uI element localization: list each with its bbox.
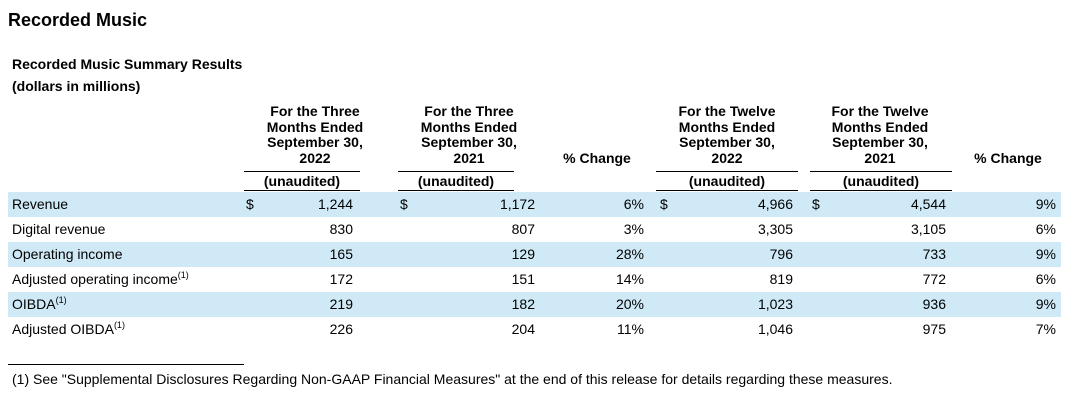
value-cell: 204	[511, 321, 535, 337]
value-cell: 151	[511, 271, 535, 287]
table-row: Revenue $1,244 $1,172 6% $4,966 $4,544 9%	[8, 192, 1061, 217]
column-header: For the Three Months Ended September 30, 20…	[409, 103, 529, 166]
value-cell: 4,544	[910, 196, 946, 212]
column-header: For the Three Months Ended September 30, 20…	[255, 103, 375, 166]
unaudited-label: (unaudited)	[244, 171, 360, 191]
row-label: OIBDA(1)	[12, 292, 67, 317]
table-row: Operating income 165 129 28% 796 733 9%	[8, 242, 1061, 267]
value-cell: 3,305	[757, 221, 793, 237]
column-header-line: September 30,	[267, 134, 363, 150]
footnote-divider	[8, 364, 244, 365]
value-cell: 219	[329, 296, 353, 312]
footnote-marker: (1)	[55, 295, 67, 305]
value-cell: 172	[329, 271, 353, 287]
row-label-text: Operating income	[12, 246, 123, 262]
value-cell: 1,172	[499, 196, 535, 212]
section-title: Recorded Music	[8, 10, 148, 30]
column-header-line: Months Ended	[678, 118, 776, 135]
value-cell: 796	[769, 246, 793, 262]
column-header-line: 2022	[299, 149, 331, 166]
value-cell: 819	[769, 271, 793, 287]
value-cell: 1,023	[757, 296, 793, 312]
value-cell: 9%	[1035, 246, 1056, 262]
value-cell: 936	[922, 296, 946, 312]
value-cell: 975	[922, 321, 946, 337]
row-label-text: Revenue	[12, 196, 69, 212]
column-header: % Change	[547, 149, 647, 167]
table-row: Adjusted OIBDA(1) 226 204 11% 1,046 975 7%	[8, 317, 1061, 342]
value-cell: 1,244	[317, 196, 353, 212]
footnote-marker: (1)	[177, 270, 189, 280]
column-header-line: 2021	[864, 149, 896, 166]
column-header: For the Twelve Months Ended September 30, 2…	[820, 103, 940, 166]
currency-symbol: $	[400, 196, 408, 212]
table-row: Digital revenue 830 807 3% 3,305 3,105 6%	[8, 217, 1061, 242]
column-header-line: For the Twelve	[678, 103, 776, 119]
value-cell: 129	[511, 246, 535, 262]
value-cell: 772	[922, 271, 946, 287]
column-header-line: % Change	[563, 149, 631, 166]
column-header-line: % Change	[974, 149, 1042, 166]
table-title: Recorded Music Summary Results	[12, 56, 243, 72]
units-note: (dollars in millions)	[12, 78, 141, 94]
column-header-line: Months Ended	[831, 118, 929, 135]
table-row: Adjusted operating income(1) 172 151 14% 819…	[8, 267, 1061, 292]
value-cell: 3,105	[910, 221, 946, 237]
column-header: % Change	[958, 149, 1058, 167]
value-cell: 733	[922, 246, 946, 262]
currency-symbol: $	[660, 196, 668, 212]
value-cell: 20%	[615, 296, 644, 312]
row-label-text: Adjusted OIBDA	[12, 321, 114, 337]
row-label: Digital revenue	[12, 217, 105, 242]
value-cell: 4,966	[757, 196, 793, 212]
column-header-line: For the Twelve	[831, 103, 929, 119]
unaudited-label: (unaudited)	[810, 171, 952, 191]
value-cell: 9%	[1035, 196, 1056, 212]
table-row: OIBDA(1) 219 182 20% 1,023 936 9%	[8, 292, 1061, 317]
value-cell: 6%	[1035, 221, 1056, 237]
unaudited-label: (unaudited)	[398, 171, 514, 191]
value-cell: 3%	[623, 221, 644, 237]
column-header-line: 2022	[711, 149, 743, 166]
footnote-marker: (1)	[113, 320, 125, 330]
value-cell: 1,046	[757, 321, 793, 337]
column-header-line: September 30,	[679, 134, 775, 150]
column-header-line: Months Ended	[420, 118, 518, 135]
row-label-text: OIBDA	[12, 296, 56, 312]
value-cell: 165	[329, 246, 353, 262]
row-label: Adjusted operating income(1)	[12, 267, 189, 292]
column-header-line: September 30,	[421, 134, 517, 150]
unaudited-label: (unaudited)	[656, 171, 798, 191]
value-cell: 11%	[617, 321, 644, 337]
value-cell: 7%	[1035, 321, 1056, 337]
value-cell: 807	[511, 221, 535, 237]
value-cell: 14%	[615, 271, 644, 287]
value-cell: 830	[329, 221, 353, 237]
footnote: (1) See "Supplemental Disclosures Regard…	[12, 371, 893, 387]
row-label: Revenue	[12, 192, 68, 217]
column-header-line: 2021	[453, 149, 485, 166]
currency-symbol: $	[812, 196, 820, 212]
column-header: For the Twelve Months Ended September 30, 2…	[667, 103, 787, 166]
column-header-line: For the Three	[424, 103, 514, 119]
row-label: Operating income	[12, 242, 123, 267]
column-header-line: For the Three	[270, 103, 360, 119]
value-cell: 9%	[1035, 296, 1056, 312]
value-cell: 6%	[623, 196, 644, 212]
currency-symbol: $	[246, 196, 254, 212]
value-cell: 182	[511, 296, 535, 312]
column-header-line: September 30,	[832, 134, 928, 150]
value-cell: 6%	[1035, 271, 1056, 287]
row-label-text: Digital revenue	[12, 221, 106, 237]
row-label: Adjusted OIBDA(1)	[12, 317, 125, 342]
table-subtitle: Recorded Music Summary Results (dollars …	[12, 53, 242, 97]
column-header-line: Months Ended	[266, 118, 364, 135]
value-cell: 226	[329, 321, 353, 337]
value-cell: 28%	[615, 246, 644, 262]
row-label-text: Adjusted operating income	[12, 271, 178, 287]
